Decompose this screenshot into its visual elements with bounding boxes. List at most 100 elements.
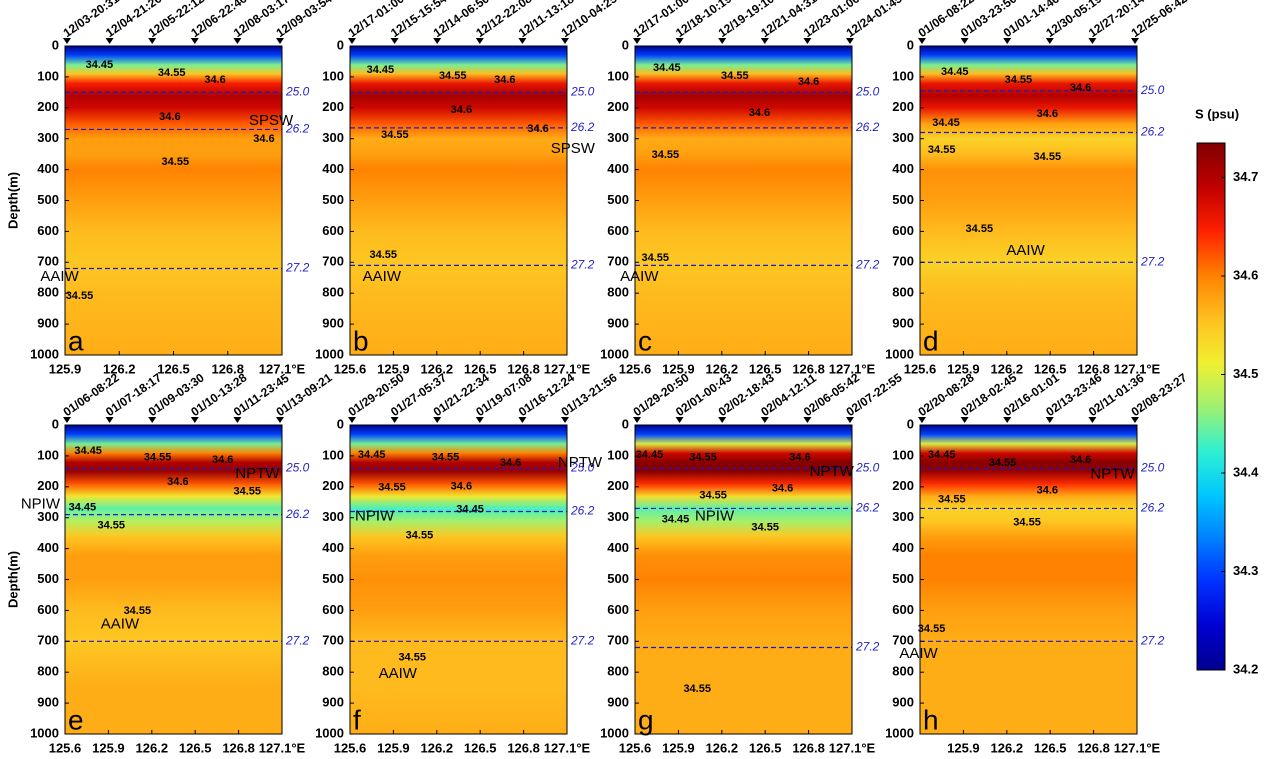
- y-tick-label: 400: [892, 540, 914, 555]
- y-tick-label: 0: [622, 37, 629, 52]
- salinity-layer: [350, 262, 567, 294]
- x-tick-label: 125.9: [947, 361, 980, 376]
- station-marker: [718, 417, 727, 423]
- y-tick-label: 200: [892, 478, 914, 493]
- station-marker: [846, 417, 854, 423]
- y-tick-label: 900: [892, 695, 914, 710]
- isopycnal-label: 26.2: [855, 120, 880, 134]
- station-marker: [276, 38, 284, 44]
- panel-letter: a: [68, 325, 84, 356]
- y-tick-label: 500: [37, 571, 59, 586]
- water-mass-label: NPTW: [1090, 466, 1135, 483]
- y-tick-label: 400: [322, 161, 344, 176]
- water-mass-label: AAIW: [379, 665, 418, 682]
- salinity-layer: [635, 496, 852, 509]
- salinity-layer: [920, 434, 1137, 445]
- salinity-field: [65, 425, 282, 734]
- station-marker: [561, 38, 569, 44]
- water-mass-label: NPIW: [695, 508, 735, 525]
- y-tick-label: 300: [892, 509, 914, 524]
- station-marker: [1088, 417, 1097, 423]
- station-marker: [718, 38, 727, 44]
- x-tick-label: 126.8: [792, 740, 825, 755]
- station-marker: [633, 417, 641, 423]
- y-tick-label: 300: [37, 130, 59, 145]
- salinity-layer: [920, 154, 1137, 171]
- y-tick-label: 1000: [885, 725, 914, 740]
- salinity-layer: [635, 610, 852, 642]
- salinity-field: [635, 425, 852, 734]
- salinity-layer: [635, 462, 852, 472]
- salinity-layer: [350, 520, 567, 537]
- station-marker: [390, 38, 399, 44]
- salinity-layer: [635, 231, 852, 263]
- x-tick-label: 125.9: [377, 740, 410, 755]
- y-tick-label: 0: [52, 416, 59, 431]
- salinity-layer: [920, 443, 1137, 454]
- y-tick-label: 0: [52, 37, 59, 52]
- y-tick-label: 400: [607, 540, 629, 555]
- water-mass-label: AAIW: [899, 645, 938, 662]
- contour-label: 34.6: [212, 454, 233, 466]
- colorbar-segment: [1197, 406, 1225, 451]
- x-tick-label: 127.1°E: [829, 361, 876, 376]
- salinity-layer: [635, 641, 852, 689]
- station-marker: [803, 417, 812, 423]
- contour-label: 34.45: [636, 449, 664, 461]
- station-marker: [105, 417, 114, 423]
- y-tick-label: 600: [607, 602, 629, 617]
- labels: 34.45 34.55 34.6 34.55 34.6 34.45 34.55 34.55 NP…: [636, 449, 855, 695]
- salinity-layer: [65, 641, 282, 689]
- isopycnal-label: 26.2: [855, 501, 880, 515]
- y-tick-label: 800: [37, 285, 59, 300]
- colorbar-segment: [1197, 274, 1225, 320]
- water-mass-label: NPTW: [235, 465, 280, 482]
- colorbar-segment: [1197, 143, 1225, 188]
- x-tick-label: 127.1°E: [544, 740, 591, 755]
- y-tick-label: 700: [322, 254, 344, 269]
- salinity-layer: [635, 262, 852, 294]
- isopycnal-label: 27.2: [285, 261, 310, 275]
- panel-letter: e: [68, 704, 84, 735]
- y-tick-label: 200: [322, 99, 344, 114]
- y-tick-label: 600: [607, 223, 629, 238]
- station-marker: [918, 38, 926, 44]
- x-tick-label: 125.9: [947, 740, 980, 755]
- labels: 34.45 34.55 34.6 34.6 34.55 34.55 AAIW: [620, 62, 819, 285]
- contour-label: 34.6: [159, 111, 180, 123]
- salinity-field: [65, 46, 282, 355]
- y-tick-label: 900: [322, 316, 344, 331]
- isopycnal-label: 26.2: [285, 122, 310, 136]
- colorbar-tick-label: 34.5: [1233, 366, 1258, 381]
- salinity-layer: [350, 95, 567, 109]
- salinity-layer: [65, 123, 282, 140]
- y-tick-label: 300: [322, 509, 344, 524]
- x-tick-label: 126.2: [991, 740, 1024, 755]
- y-tick-label: 400: [37, 161, 59, 176]
- y-tick-label: 700: [892, 254, 914, 269]
- panel: 25.0 26.2 27.2 0 100 200 300 400 500 600 700 800 900…: [315, 370, 620, 755]
- x-tick-label: 126.5: [749, 740, 782, 755]
- panel-letter: f: [353, 704, 361, 735]
- salinity-layer: [920, 83, 1137, 96]
- labels: 34.45 34.55 34.6 34.55 34.6 34.55 34.55 NPTW AAI…: [899, 449, 1135, 662]
- salinity-layer: [920, 471, 1137, 485]
- salinity-layer: [350, 579, 567, 611]
- water-mass-label: SPSW: [249, 112, 294, 129]
- y-tick-label: 600: [322, 602, 344, 617]
- salinity-layer: [920, 554, 1137, 580]
- station-marker: [846, 38, 854, 44]
- contour-label: 34.45: [367, 64, 395, 76]
- x-tick-label: 126.5: [749, 361, 782, 376]
- y-tick-label: 1000: [885, 346, 914, 361]
- contour-label: 34.6: [204, 74, 225, 86]
- colorbar-segment: [1197, 582, 1225, 627]
- contour-label: 34.6: [167, 476, 188, 488]
- salinity-layer: [350, 138, 567, 155]
- y-tick-label: 600: [37, 223, 59, 238]
- station-marker: [390, 417, 399, 423]
- y-tick-label: 900: [607, 316, 629, 331]
- y-tick-label: 200: [322, 478, 344, 493]
- isopycnal-label: 25.0: [285, 85, 310, 99]
- salinity-layer: [635, 55, 852, 66]
